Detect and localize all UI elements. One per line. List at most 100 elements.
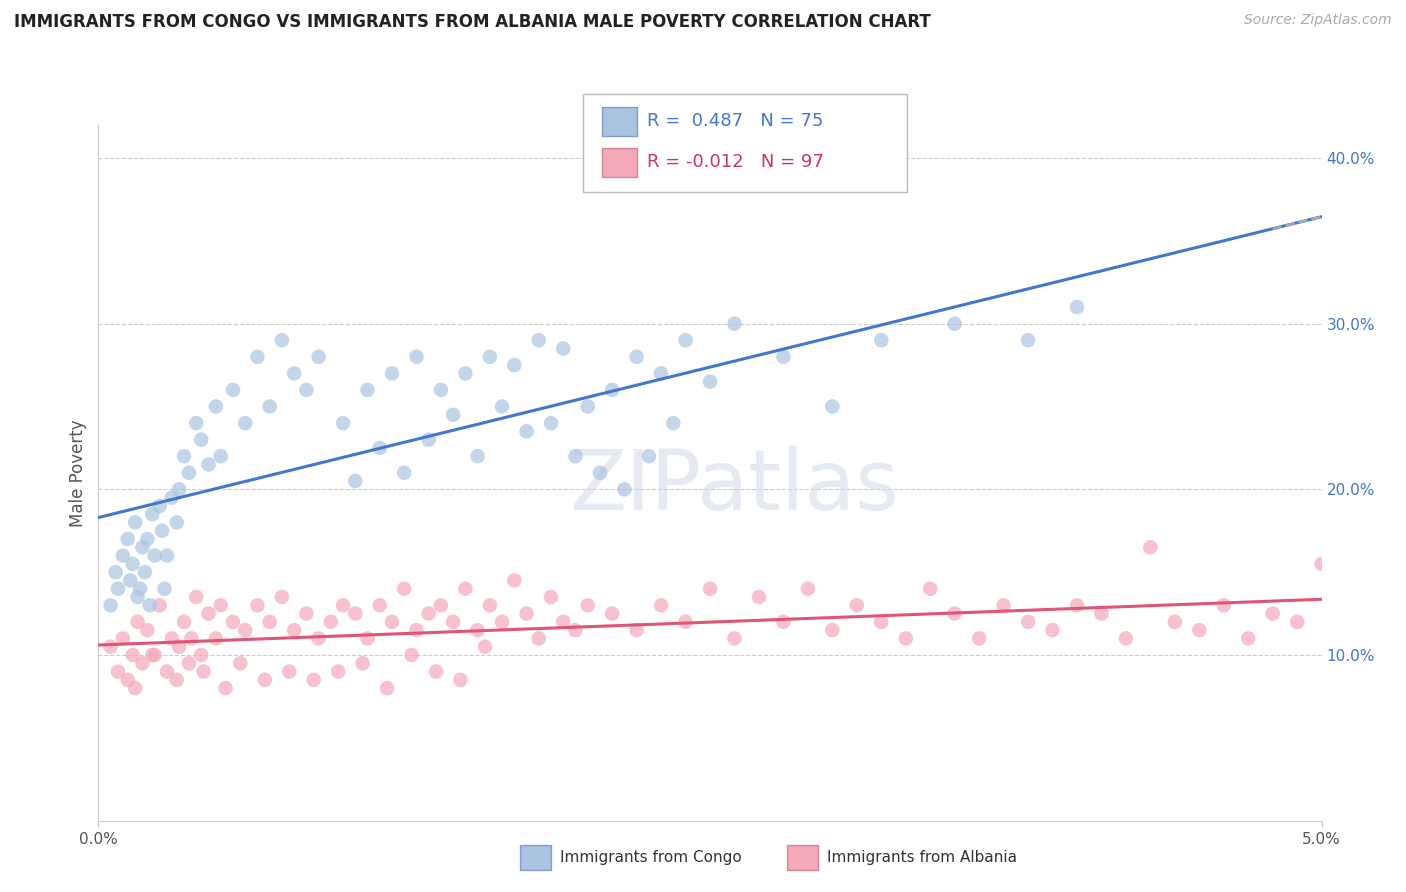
Point: [129, 582, 152, 596]
Point: [797, 582, 820, 596]
Point: [167, 483, 190, 497]
Point: [943, 317, 966, 331]
Point: [516, 425, 538, 439]
Point: [209, 449, 232, 463]
Point: [553, 615, 575, 629]
Point: [626, 350, 648, 364]
Point: [564, 449, 586, 463]
Point: [253, 673, 276, 687]
Point: [821, 623, 844, 637]
Point: [107, 665, 129, 679]
Point: [209, 599, 232, 613]
Point: [626, 623, 648, 637]
Text: Source: ZipAtlas.com: Source: ZipAtlas.com: [1244, 13, 1392, 28]
Point: [405, 623, 427, 637]
Point: [222, 383, 245, 397]
Point: [156, 549, 179, 563]
Point: [283, 367, 305, 381]
Point: [197, 458, 219, 472]
Point: [150, 524, 173, 538]
Point: [139, 599, 162, 613]
Point: [723, 632, 745, 646]
Point: [1066, 300, 1088, 314]
Point: [894, 632, 917, 646]
Text: Immigrants from Albania: Immigrants from Albania: [827, 850, 1017, 864]
Point: [675, 615, 697, 629]
Point: [160, 491, 183, 505]
Point: [418, 607, 440, 621]
Point: [943, 607, 966, 621]
Point: [295, 383, 318, 397]
Point: [589, 466, 612, 480]
Point: [638, 449, 661, 463]
Point: [197, 607, 219, 621]
Point: [127, 590, 149, 604]
Point: [131, 657, 153, 671]
Point: [100, 599, 122, 613]
Point: [111, 549, 134, 563]
Point: [149, 599, 172, 613]
Point: [405, 350, 427, 364]
Point: [190, 648, 212, 662]
Point: [117, 532, 139, 546]
Point: [193, 665, 215, 679]
Point: [527, 333, 550, 347]
Point: [121, 648, 143, 662]
Point: [180, 632, 202, 646]
Point: [1310, 557, 1333, 571]
Point: [503, 358, 526, 372]
Point: [375, 681, 398, 695]
Point: [772, 615, 794, 629]
Point: [454, 582, 477, 596]
Point: [136, 532, 159, 546]
Point: [302, 673, 325, 687]
Point: [332, 599, 354, 613]
Point: [100, 640, 122, 654]
Point: [491, 400, 513, 414]
Point: [381, 615, 404, 629]
Point: [246, 350, 269, 364]
Point: [467, 623, 489, 637]
Point: [270, 590, 294, 604]
Point: [491, 615, 513, 629]
Point: [136, 623, 159, 637]
Point: [233, 416, 256, 430]
Point: [352, 657, 374, 671]
Point: [278, 665, 301, 679]
Point: [156, 665, 179, 679]
Point: [177, 466, 200, 480]
Point: [772, 350, 794, 364]
Point: [177, 657, 200, 671]
Point: [503, 574, 526, 588]
Point: [650, 367, 672, 381]
Point: [368, 599, 391, 613]
Point: [454, 367, 477, 381]
Text: R =  0.487   N = 75: R = 0.487 N = 75: [647, 112, 823, 130]
Point: [600, 383, 623, 397]
Point: [478, 599, 501, 613]
Point: [748, 590, 770, 604]
Point: [141, 648, 163, 662]
Point: [124, 681, 146, 695]
Point: [474, 640, 496, 654]
Point: [205, 400, 228, 414]
Point: [141, 507, 163, 521]
Point: [1139, 541, 1161, 555]
Point: [120, 574, 142, 588]
Point: [1017, 333, 1039, 347]
Point: [540, 590, 562, 604]
Point: [186, 416, 208, 430]
Point: [392, 582, 416, 596]
Point: [425, 665, 447, 679]
Point: [564, 623, 586, 637]
Y-axis label: Male Poverty: Male Poverty: [69, 419, 87, 526]
Point: [246, 599, 269, 613]
Point: [675, 333, 697, 347]
Point: [186, 590, 208, 604]
Point: [381, 367, 404, 381]
Text: R = -0.012   N = 97: R = -0.012 N = 97: [647, 153, 824, 171]
Point: [332, 416, 354, 430]
Point: [344, 607, 367, 621]
Point: [1237, 632, 1260, 646]
Point: [441, 615, 464, 629]
